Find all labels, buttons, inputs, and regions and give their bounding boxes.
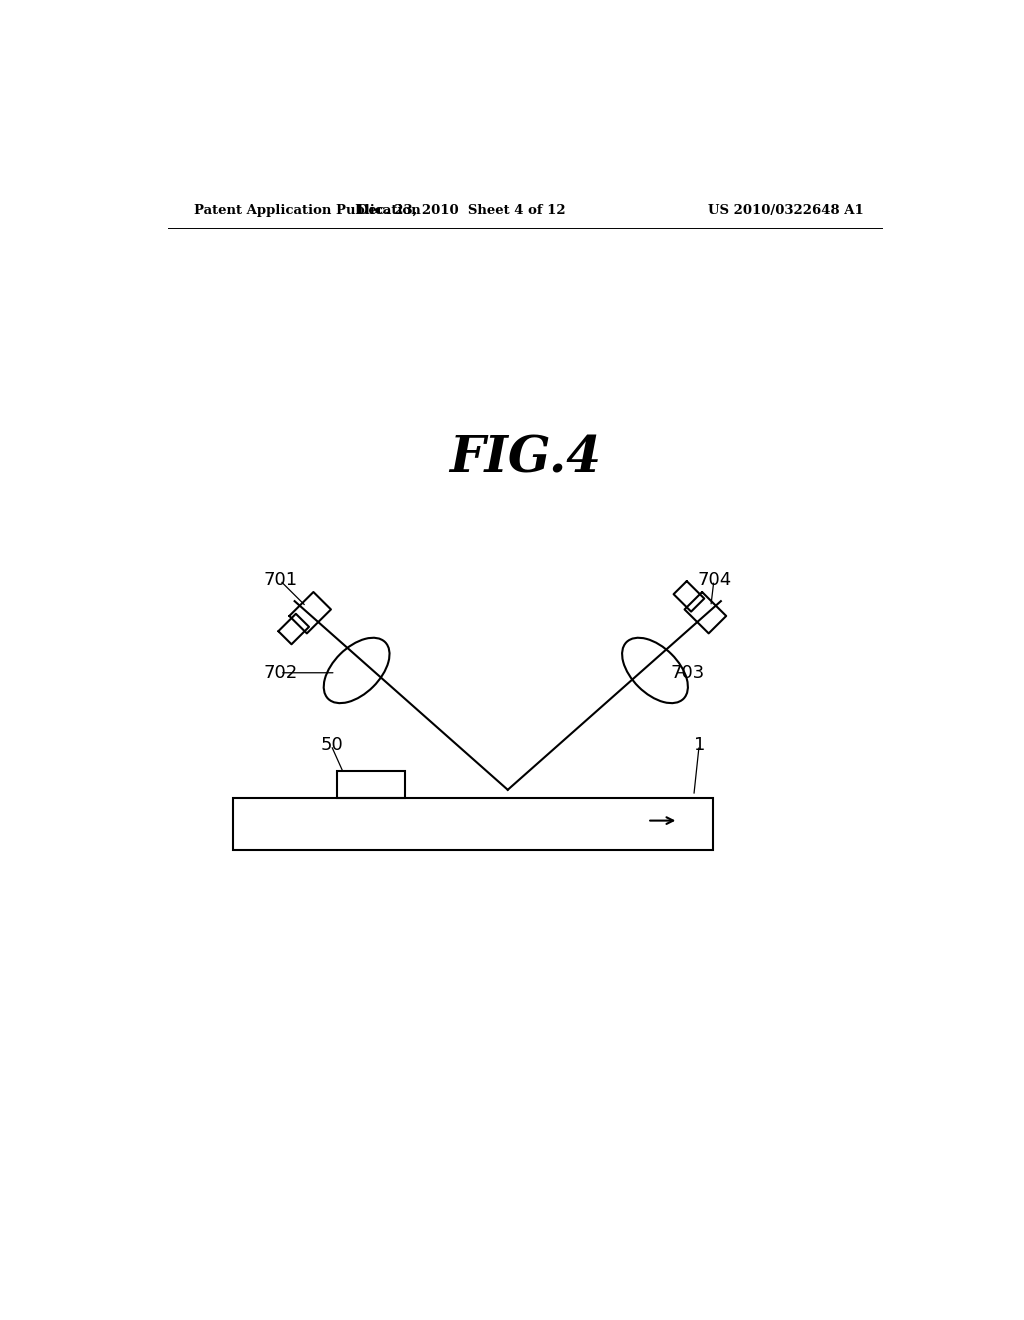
- Text: US 2010/0322648 A1: US 2010/0322648 A1: [709, 205, 864, 218]
- Text: 704: 704: [697, 572, 732, 589]
- Text: FIG.4: FIG.4: [449, 434, 601, 483]
- Bar: [232, 797, 713, 850]
- Text: 1: 1: [693, 737, 706, 754]
- Text: Dec. 23, 2010  Sheet 4 of 12: Dec. 23, 2010 Sheet 4 of 12: [357, 205, 565, 218]
- Text: Patent Application Publication: Patent Application Publication: [194, 205, 421, 218]
- Text: 702: 702: [263, 664, 298, 681]
- Text: 50: 50: [321, 737, 343, 754]
- Bar: [337, 771, 406, 797]
- Text: 701: 701: [263, 572, 298, 589]
- Text: 703: 703: [671, 664, 705, 681]
